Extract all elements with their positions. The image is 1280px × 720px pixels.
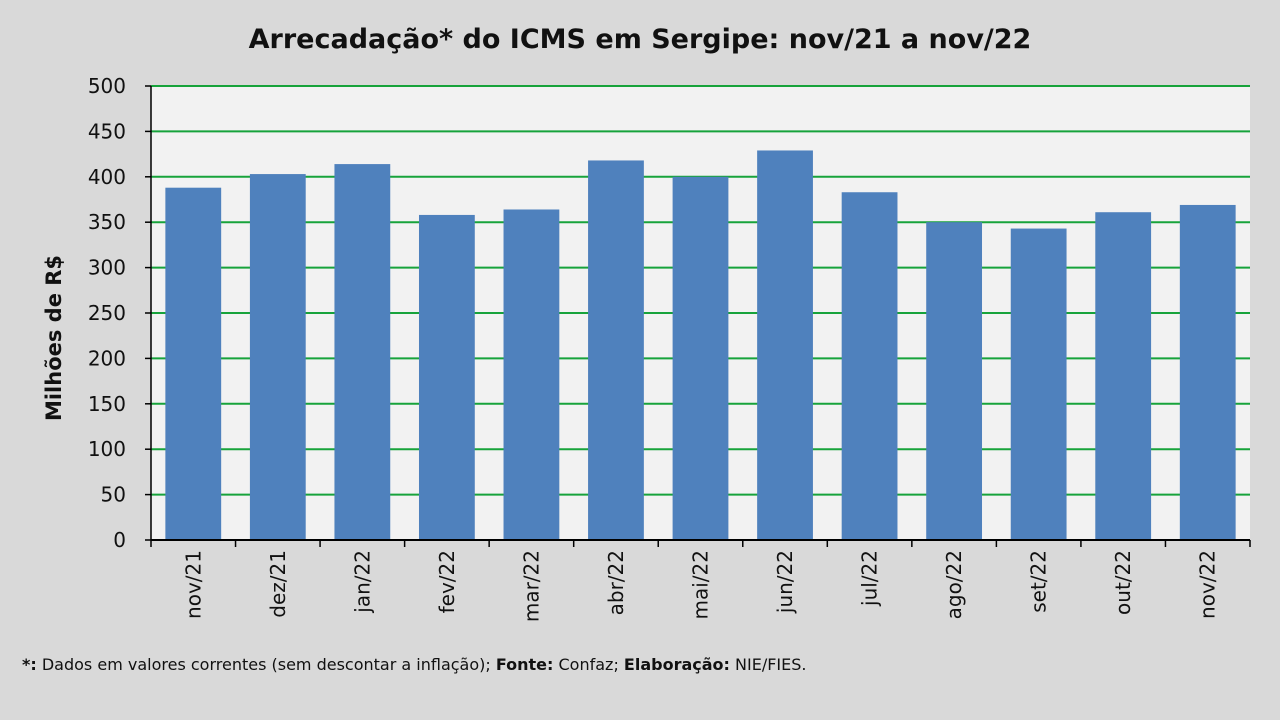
x-tick-label: nov/21 <box>181 550 205 619</box>
bar <box>757 150 813 540</box>
bar <box>334 164 391 540</box>
y-tick-label: 300 <box>88 256 126 280</box>
y-tick-label: 400 <box>88 165 126 189</box>
x-tick-label: jan/22 <box>350 550 374 614</box>
y-axis-label: Milhões de R$ <box>42 255 66 421</box>
y-tick-label: 150 <box>88 392 126 416</box>
x-tick-labels: nov/21 dez/21 jan/22 fev/22 mar/22 abr/22 mai/… <box>181 550 1219 622</box>
x-tick-label: jun/22 <box>773 550 797 614</box>
y-tick-label: 450 <box>88 119 126 143</box>
y-tick-labels: 0 50 100 150 200 250 300 350 400 450 500 <box>88 74 126 552</box>
x-tick-label: dez/21 <box>266 550 290 618</box>
bar <box>503 209 560 540</box>
bar <box>841 192 898 540</box>
bar <box>249 174 306 541</box>
chart-title: Arrecadação* do ICMS em Sergipe: nov/21 … <box>249 24 1032 55</box>
x-tick-label: out/22 <box>1111 550 1135 615</box>
bar <box>165 187 222 541</box>
bar <box>1179 204 1236 540</box>
x-tick-label: abr/22 <box>604 550 628 615</box>
footnote-source: Confaz; <box>553 655 624 674</box>
footnote-elaboration: NIE/FIES. <box>729 655 807 674</box>
x-tick-label: mar/22 <box>519 550 543 622</box>
x-tick-label: mai/22 <box>689 550 713 619</box>
y-tick-label: 50 <box>101 483 126 507</box>
axes <box>145 85 1251 547</box>
footnote-source-label: Fonte: <box>495 655 554 674</box>
x-tick-label: ago/22 <box>942 550 966 619</box>
bar <box>418 214 475 540</box>
y-tick-label: 200 <box>88 346 126 370</box>
bar <box>926 222 983 540</box>
bar <box>1010 228 1067 540</box>
y-tick-label: 0 <box>113 528 126 552</box>
bars <box>165 150 1236 541</box>
x-tick-label: fev/22 <box>435 550 459 613</box>
x-tick-label: set/22 <box>1027 550 1051 613</box>
footnote-elaboration-label: Elaboração: <box>623 655 730 674</box>
y-tick-label: 250 <box>88 301 126 325</box>
y-tick-label: 100 <box>88 437 126 461</box>
footnote-marker: *: <box>22 655 37 674</box>
bar <box>672 176 729 541</box>
footnote-note: Dados em valores correntes (sem desconta… <box>36 655 496 674</box>
bar <box>1095 212 1152 540</box>
footnote: *: Dados em valores correntes (sem desco… <box>22 655 806 674</box>
y-tick-label: 500 <box>88 74 126 98</box>
bar <box>588 160 644 540</box>
x-tick-label: nov/22 <box>1196 550 1220 619</box>
x-tick-label: jul/22 <box>858 550 882 607</box>
y-tick-label: 350 <box>88 210 126 234</box>
